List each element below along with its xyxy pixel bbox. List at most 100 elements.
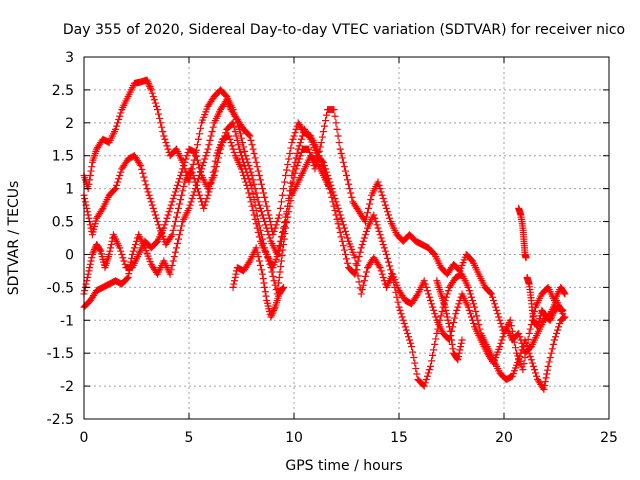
data-point bbox=[259, 185, 266, 193]
data-point bbox=[355, 253, 363, 261]
data-point bbox=[254, 167, 262, 175]
data-point bbox=[294, 158, 302, 166]
data-point bbox=[269, 308, 277, 316]
data-point bbox=[542, 374, 550, 382]
data-point bbox=[235, 125, 243, 133]
data-point bbox=[218, 142, 226, 150]
data-point bbox=[543, 370, 551, 378]
data-point bbox=[139, 169, 147, 177]
data-point bbox=[166, 204, 174, 212]
data-point bbox=[280, 283, 287, 291]
data-point bbox=[186, 174, 194, 182]
data-point bbox=[159, 128, 167, 136]
data-point bbox=[497, 339, 505, 347]
data-point bbox=[255, 222, 263, 230]
data-point bbox=[257, 231, 265, 239]
data-point bbox=[420, 277, 428, 285]
data-point bbox=[245, 189, 253, 197]
data-point bbox=[229, 145, 237, 153]
data-point bbox=[345, 180, 353, 188]
data-point bbox=[152, 102, 160, 110]
data-point bbox=[376, 231, 384, 239]
data-point bbox=[443, 313, 451, 321]
data-point bbox=[339, 242, 347, 250]
data-point bbox=[430, 306, 438, 314]
data-point bbox=[385, 258, 392, 266]
data-point bbox=[281, 230, 289, 238]
data-point bbox=[486, 289, 494, 297]
data-point bbox=[214, 154, 222, 162]
data-point bbox=[280, 235, 288, 243]
data-point bbox=[246, 193, 254, 201]
data-point bbox=[158, 123, 166, 131]
data-point bbox=[271, 224, 279, 232]
data-point bbox=[247, 181, 255, 189]
data-point bbox=[256, 261, 264, 269]
data-point bbox=[256, 204, 264, 212]
data-point bbox=[168, 231, 176, 239]
data-point bbox=[364, 209, 371, 217]
data-point bbox=[431, 340, 439, 348]
data-point bbox=[547, 349, 555, 357]
data-point bbox=[252, 207, 260, 215]
data-point bbox=[315, 147, 323, 155]
data-point bbox=[248, 141, 256, 149]
data-point bbox=[205, 141, 213, 149]
data-point bbox=[201, 155, 209, 163]
y-tick-label: 1 bbox=[65, 182, 74, 198]
data-point bbox=[110, 186, 118, 194]
data-point bbox=[381, 247, 389, 255]
data-point bbox=[402, 326, 410, 334]
data-point bbox=[432, 313, 440, 321]
data-point bbox=[335, 208, 343, 216]
data-point bbox=[423, 372, 431, 380]
data-point bbox=[239, 139, 247, 147]
data-point bbox=[140, 173, 148, 181]
data-point bbox=[176, 200, 184, 208]
data-point bbox=[553, 329, 560, 337]
x-tick-label: 0 bbox=[80, 430, 89, 446]
data-point bbox=[469, 316, 476, 324]
data-point bbox=[162, 218, 170, 226]
data-point bbox=[522, 348, 530, 356]
data-point bbox=[263, 202, 271, 210]
data-point bbox=[193, 156, 201, 164]
data-point bbox=[379, 195, 387, 203]
data-point bbox=[229, 106, 237, 114]
data-point bbox=[176, 175, 184, 183]
data-point bbox=[226, 135, 234, 143]
data-point bbox=[340, 224, 348, 232]
data-point bbox=[276, 204, 284, 212]
data-point bbox=[344, 234, 352, 242]
data-point bbox=[290, 132, 298, 140]
data-point bbox=[278, 191, 286, 199]
data-point bbox=[256, 176, 264, 184]
data-point bbox=[287, 144, 295, 152]
data-point bbox=[261, 283, 269, 291]
data-point bbox=[252, 244, 260, 252]
data-point bbox=[511, 338, 518, 346]
data-point bbox=[125, 270, 133, 278]
data-point bbox=[253, 212, 261, 220]
data-point bbox=[144, 79, 152, 87]
x-tick-label: 5 bbox=[185, 430, 194, 446]
data-point bbox=[167, 201, 175, 209]
data-point bbox=[541, 382, 549, 390]
data-point bbox=[236, 130, 244, 138]
data-point bbox=[173, 209, 181, 217]
data-point bbox=[516, 333, 524, 341]
data-point bbox=[154, 106, 161, 114]
data-point bbox=[131, 241, 139, 249]
data-point bbox=[261, 288, 269, 296]
data-point bbox=[164, 211, 172, 219]
data-point bbox=[512, 344, 520, 352]
data-point bbox=[266, 214, 273, 222]
x-tick-label: 15 bbox=[390, 430, 408, 446]
y-tick-label: 2 bbox=[65, 116, 74, 132]
data-point bbox=[257, 266, 265, 274]
data-point bbox=[554, 326, 562, 334]
data-point bbox=[263, 224, 271, 232]
data-point bbox=[326, 185, 334, 193]
y-tick-label: -1 bbox=[60, 313, 74, 329]
data-point bbox=[274, 214, 282, 222]
